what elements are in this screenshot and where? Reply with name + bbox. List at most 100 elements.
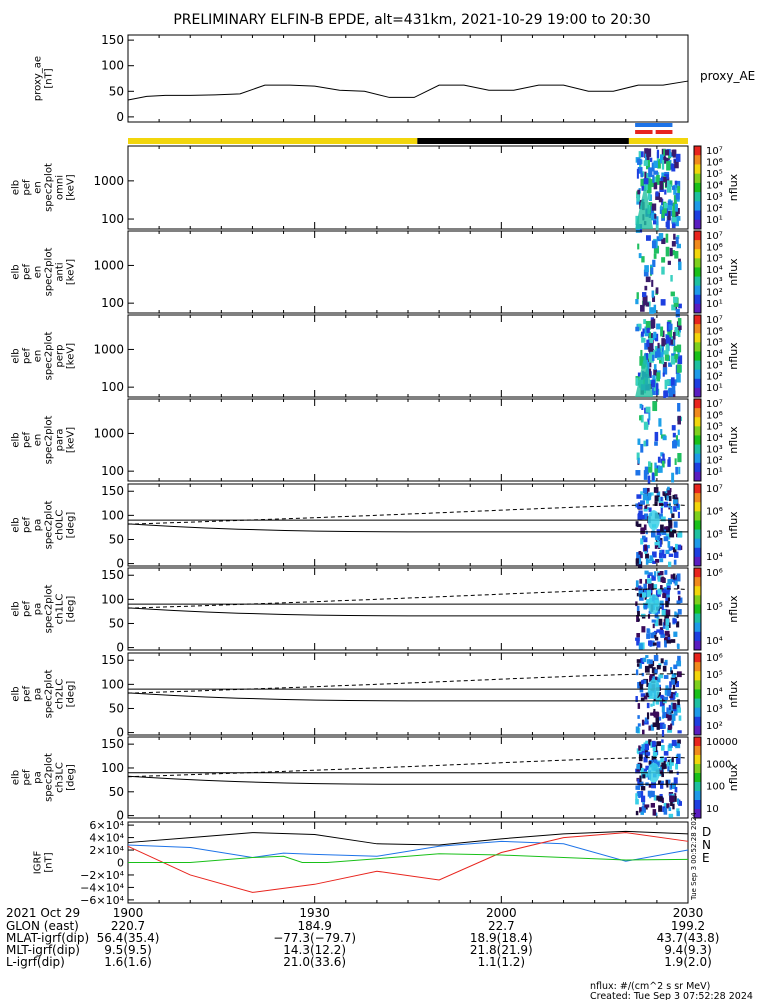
pa-ch2-ylabel-line: [deg]: [66, 681, 77, 708]
pa-ch1-cell: [648, 572, 653, 577]
pa-ch2-cell: [642, 729, 645, 735]
pa-ch2-cell: [672, 684, 676, 690]
pa-ch0-cell: [658, 541, 661, 548]
spec-para-cbar-tick: 10⁷: [706, 399, 723, 410]
pa-ch3-cbar-segment: [694, 737, 701, 747]
spec-perp-ytick-label: 1000: [93, 342, 124, 356]
spec-perp-cell: [676, 373, 681, 383]
pa-ch1-cell: [659, 627, 664, 632]
pa-ch2-cell: [646, 659, 651, 664]
spec-anti-cell: [642, 292, 647, 298]
pa-ch2-cell: [677, 707, 682, 713]
pa-ch2-ytick-label: 150: [101, 653, 124, 667]
spec-para-cell: [677, 415, 681, 425]
spec-omni-cell: [674, 159, 679, 169]
pa-ch1-cbar-segment: [694, 640, 701, 651]
pa-ch2-alc-line: [127, 673, 689, 694]
pa-ch3-cell: [638, 745, 641, 751]
pa-ch1-cell: [646, 633, 651, 639]
spec-perp-cell: [662, 372, 665, 377]
epd-bar-red-2: [655, 130, 673, 134]
spec-anti-cell: [675, 236, 679, 244]
pa-ch1-cbar-segment: [694, 631, 701, 642]
spec-perp-cell: [645, 320, 651, 330]
pa-ch2-cbar-segment: [694, 671, 701, 681]
spec-perp-ylabel-line: perp: [55, 345, 66, 368]
pa-ch1-cell: [665, 589, 670, 595]
side-timestamp: Tue Sep 3 00:52:28 2024: [690, 812, 698, 901]
pa-ch3-cell: [642, 774, 646, 779]
pa-ch3-cell: [661, 739, 664, 743]
pa-ch1-cell: [658, 618, 663, 626]
spec-omni-cell: [666, 184, 672, 193]
spec-omni-cell: [646, 154, 650, 164]
pa-ch3-cell: [671, 782, 676, 790]
spec-perp-cell: [646, 327, 650, 333]
spec-omni-cell: [649, 157, 653, 162]
pa-ch1-cbar-tick: 10⁴: [706, 636, 723, 647]
spec-perp-cell: [673, 345, 678, 352]
pa-ch3-ytick-label: 0: [116, 809, 124, 823]
pa-ch2-cell: [653, 711, 659, 718]
pa-ch1-lc-line: [127, 607, 688, 617]
pa-ch2-cell: [650, 676, 656, 682]
spec-omni-ylabel: elbpefenspec2plotomni[keV]: [11, 163, 77, 212]
pa-ch3-cell: [660, 756, 664, 763]
pa-ch2-colorbar: 10⁶ 10⁵ 10⁴ 10³ 10² nflux: [693, 652, 740, 736]
pa-ch3-cell: [641, 795, 646, 803]
pa-ch0-cell: [640, 500, 645, 505]
pa-ch1-ylabel-line: elb: [11, 601, 22, 616]
spec-perp-cell: [650, 349, 655, 358]
pa-ch3-cell: [668, 813, 674, 818]
pa-ch2-cell: [658, 696, 663, 702]
pa-ch2-cell: [675, 677, 678, 684]
pa-ch0-cbar-label: nflux: [727, 511, 740, 539]
spec-anti-cell: [669, 247, 673, 257]
pa-ch1-cell: [652, 623, 655, 629]
pa-ch2-cell: [670, 702, 674, 706]
spec-anti-cell: [671, 241, 676, 247]
pa-ch3-cell: [644, 804, 650, 808]
spec-perp-cell: [670, 355, 676, 365]
spec-omni-cell: [637, 189, 641, 198]
pa-ch3-cell: [673, 777, 678, 784]
spec-perp-cbar-tick: 10⁷: [706, 315, 723, 326]
pa-ch0-cell: [664, 526, 669, 530]
pa-ch2-cell: [637, 715, 640, 719]
pa-ch0-cell: [643, 524, 647, 531]
proxy_ae-frame: [127, 34, 689, 123]
pa-ch3-cell: [675, 743, 681, 749]
pa-ch1-cell: [647, 574, 651, 578]
spec-anti-cbar-tick: 10⁷: [706, 231, 723, 242]
igrf-line-D: [127, 830, 689, 846]
pa-ch3-cell: [638, 791, 641, 799]
pa-ch3-cbar-segment: [694, 764, 701, 774]
pa-ch1-cell: [677, 590, 681, 595]
spec-omni-cbar-tick: 10⁶: [706, 158, 723, 169]
pa-ch1-cell: [677, 609, 682, 615]
spec-perp-cell: [635, 377, 639, 386]
pa-ch2-cell: [658, 663, 662, 667]
pa-ch1-cell: [664, 614, 668, 621]
spec-omni-cell: [653, 170, 659, 175]
spec-para-cbar-segment: [694, 417, 701, 427]
spec-perp-cell: [667, 328, 673, 338]
pa-ch2-lc-line: [127, 692, 688, 702]
pa-ch0-cell: [656, 491, 661, 497]
pa-ch3-cbar-segment: [694, 773, 701, 783]
spec-omni-cell: [648, 178, 651, 184]
pa-ch1-cell: [654, 612, 659, 619]
pa-ch0-alc-line: [127, 504, 689, 525]
pa-ch1-cell: [646, 590, 652, 597]
spec-omni-cbar-tick: 10³: [706, 192, 723, 203]
pa-ch1-cell: [654, 619, 659, 627]
pa-ch2-cell: [641, 672, 645, 677]
pa-ch0-cell: [654, 501, 658, 506]
spec-omni-cbar-segment: [694, 173, 701, 184]
spec-omni-cell: [673, 195, 677, 205]
pa-ch0-cell: [648, 494, 652, 500]
igrf-legend-D: D: [702, 825, 711, 839]
pa-ch1-cell: [667, 579, 672, 585]
spec-perp-cell: [653, 364, 657, 370]
